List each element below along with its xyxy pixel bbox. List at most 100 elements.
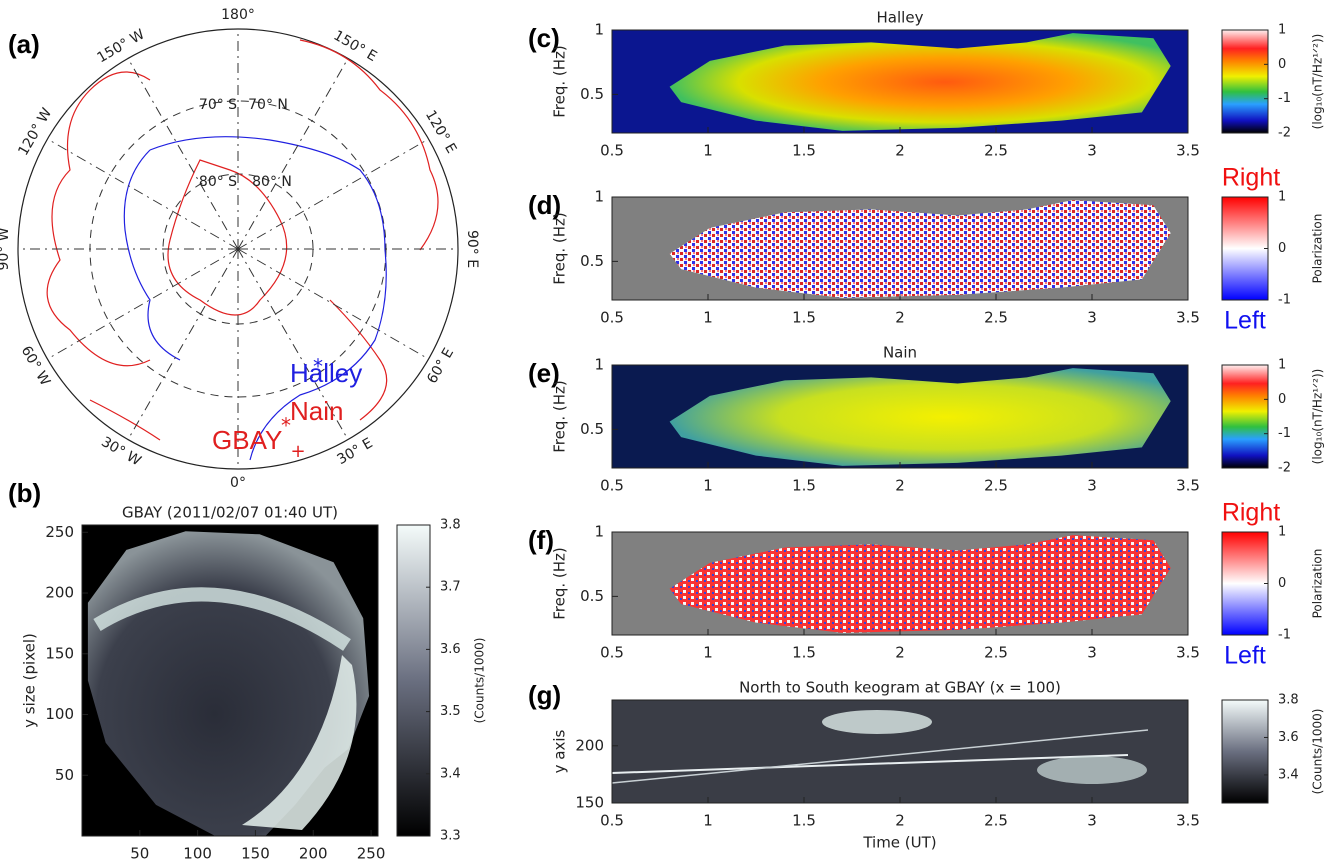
- colorbar-tick-label: 1: [1278, 525, 1286, 540]
- coastline: [46, 39, 439, 441]
- y-tick-label: 1: [594, 523, 604, 541]
- station-marker: *: [281, 414, 291, 438]
- aurora-patch: [1037, 756, 1147, 784]
- station-label: GBAY: [212, 425, 282, 455]
- lat-label: 70° N: [248, 97, 288, 113]
- x-tick-label: 2.5: [984, 812, 1008, 830]
- meridian: [47, 138, 239, 250]
- lon-label: 90° E: [464, 230, 480, 268]
- x-tick-label: 0.5: [600, 644, 624, 662]
- y-tick-label: 150: [45, 644, 74, 662]
- lat-label: 80° N: [252, 174, 292, 190]
- colorbar-tick-label: 3.5: [440, 704, 461, 719]
- plot-title: Nain: [883, 344, 917, 362]
- meridian: [237, 138, 429, 250]
- colorbar-tick-label: -1: [1278, 628, 1291, 643]
- y-tick-label: 0.5: [580, 587, 604, 605]
- colorbar-tick-label: -2: [1278, 461, 1291, 476]
- colorbar: [1221, 699, 1269, 804]
- colorbar-right: Right: [1222, 164, 1280, 192]
- x-tick-label: 2: [895, 644, 905, 662]
- colorbar-tick-label: -2: [1278, 126, 1291, 141]
- x-tick-label: 2.5: [984, 477, 1008, 495]
- colorbar-tick-label: -1: [1278, 293, 1291, 308]
- y-tick-label: 100: [45, 705, 74, 723]
- x-tick-label: 1.5: [792, 477, 816, 495]
- x-tick-label: 1: [703, 812, 713, 830]
- x-tick-label: 0.5: [600, 309, 624, 327]
- x-tick-label: 3: [1087, 644, 1097, 662]
- station-marker: *: [313, 355, 323, 379]
- aurora-patch: [822, 710, 932, 734]
- x-tick-label: 3: [1087, 142, 1097, 160]
- station-marker: +: [290, 441, 305, 462]
- colorbar-tick-label: 0: [1278, 392, 1286, 407]
- colorbar-tick-label: 3.4: [1278, 767, 1299, 782]
- x-tick-label: 3.5: [1176, 142, 1200, 160]
- x-tick-label: 150: [241, 845, 270, 863]
- x-tick-label: 2: [895, 309, 905, 327]
- colorbar-label: Polarization: [1311, 549, 1325, 619]
- y-tick-label: 0.5: [580, 420, 604, 438]
- panel-label: (f): [528, 525, 554, 555]
- x-tick-label: 250: [357, 845, 386, 863]
- x-tick-label: 3.5: [1176, 477, 1200, 495]
- y-axis-label: y axis: [551, 729, 569, 773]
- y-axis-label: Freq. (Hz): [551, 45, 569, 118]
- x-tick-label: 1: [703, 309, 713, 327]
- colorbar-label: (Counts/1000): [473, 638, 487, 724]
- x-tick-label: 0.5: [600, 142, 624, 160]
- colorbar-tick-label: 3.7: [440, 580, 461, 595]
- colorbar-tick-label: 1: [1278, 23, 1286, 38]
- panel-label: (e): [528, 358, 560, 388]
- x-tick-label: 3.5: [1176, 309, 1200, 327]
- sky-image: [87, 531, 370, 836]
- station-label: Nain: [290, 396, 343, 426]
- meridian: [47, 248, 239, 360]
- y-axis-label: y size (pixel): [21, 633, 39, 728]
- lon-label: 0°: [230, 475, 246, 491]
- colorbar-label: (log₁₀(nT/Hz¹ᐟ²)): [1311, 369, 1325, 465]
- x-tick-label: 2: [895, 812, 905, 830]
- x-tick-label: 2: [895, 477, 905, 495]
- colorbar-tick-label: 0: [1278, 57, 1286, 72]
- y-tick-label: 200: [575, 736, 604, 754]
- meridian: [127, 248, 239, 440]
- y-tick-label: 0.5: [580, 252, 604, 270]
- colorbar: [1221, 364, 1269, 469]
- panel-label: (d): [528, 190, 561, 220]
- colorbar-right: Right: [1222, 499, 1280, 527]
- lon-label: 180°: [221, 7, 255, 23]
- panel-label: (b): [8, 478, 41, 508]
- lat-label: 80° S: [199, 174, 237, 190]
- meridian: [237, 58, 349, 250]
- spectrogram-signal: [669, 33, 1171, 131]
- station-label: Halley: [290, 358, 362, 388]
- meridian: [237, 248, 429, 360]
- star-trail: [611, 754, 1129, 774]
- y-tick-label: 1: [594, 188, 604, 206]
- colorbar-tick-label: -1: [1278, 91, 1291, 106]
- x-tick-label: 2.5: [984, 309, 1008, 327]
- colorbar-label: (Counts/1000): [1311, 709, 1325, 795]
- x-tick-label: 2.5: [984, 142, 1008, 160]
- x-tick-label: 1.5: [792, 142, 816, 160]
- colorbar: [396, 524, 431, 837]
- x-tick-label: 0.5: [600, 477, 624, 495]
- x-tick-label: 1.5: [792, 812, 816, 830]
- y-tick-label: 1: [594, 21, 604, 39]
- x-tick-label: 0.5: [600, 812, 624, 830]
- colorbar-tick-label: 0: [1278, 576, 1286, 591]
- y-tick-label: 200: [45, 584, 74, 602]
- y-tick-label: 0.5: [580, 85, 604, 103]
- y-tick-label: 250: [45, 523, 74, 541]
- x-tick-label: 200: [299, 845, 328, 863]
- x-tick-label: 100: [183, 845, 212, 863]
- panel-label: (c): [528, 23, 560, 53]
- colorbar-tick-label: 1: [1278, 190, 1286, 205]
- colorbar-tick-label: 0: [1278, 241, 1286, 256]
- y-axis-label: Freq. (Hz): [551, 212, 569, 285]
- colorbar: [1221, 531, 1269, 636]
- plot-frame: [81, 524, 379, 837]
- colorbar-left: Left: [1224, 307, 1266, 335]
